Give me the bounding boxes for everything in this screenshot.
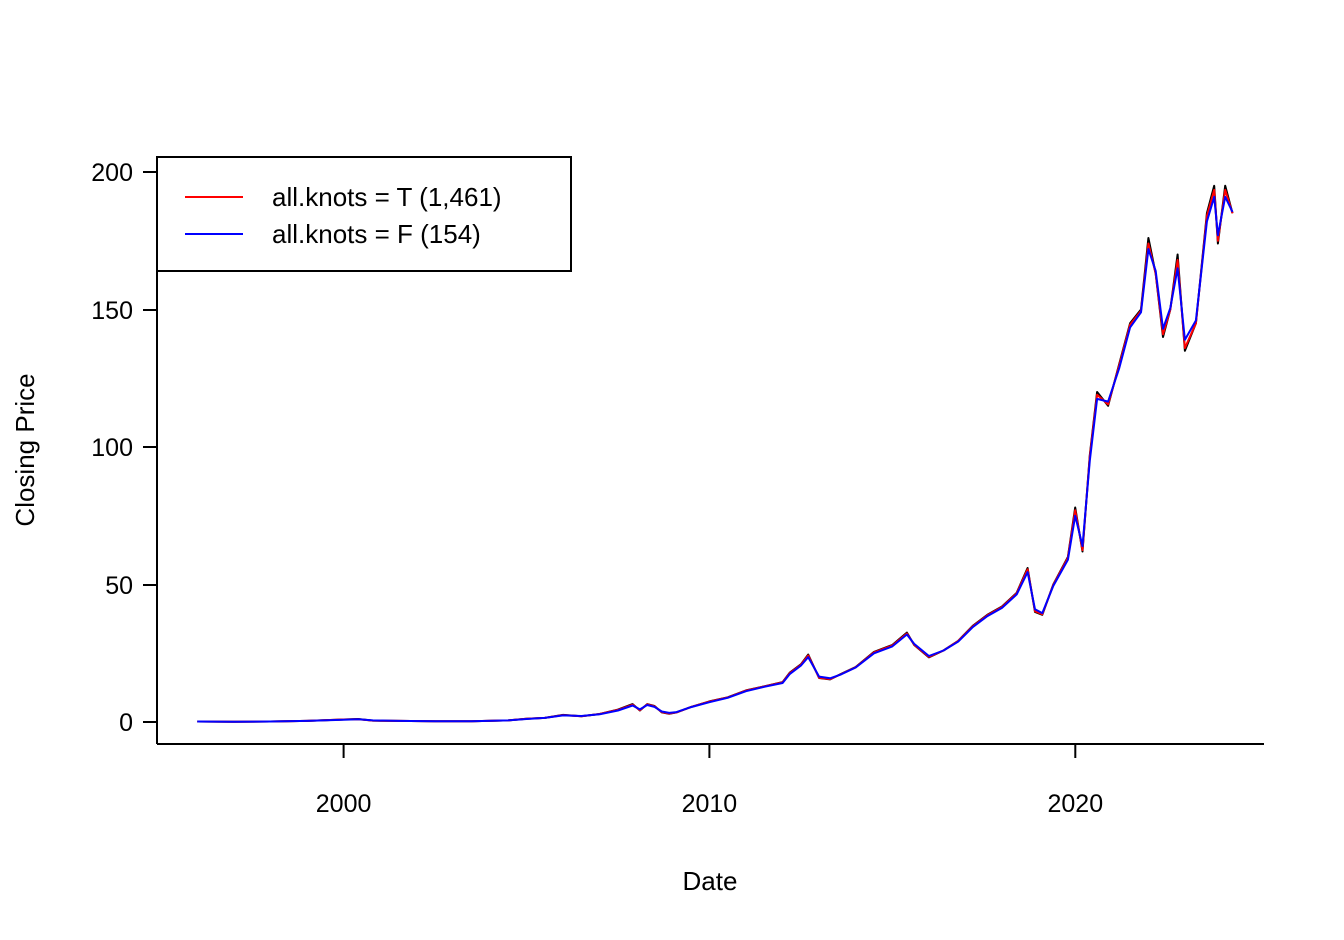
series-all-knots-f (197, 195, 1234, 723)
y-tick-label: 150 (91, 297, 133, 325)
legend-box (156, 156, 572, 272)
x-axis-title: Date (683, 866, 738, 896)
y-tick-label: 100 (91, 434, 133, 462)
x-tick-label: 2000 (316, 790, 372, 818)
y-axis-title: Closing Price (10, 373, 40, 526)
x-tick-label: 2010 (682, 790, 738, 818)
legend: all.knots = T (1,461) all.knots = F (154… (156, 156, 572, 272)
x-axis-ticks: 2000 2010 2020 (316, 744, 1103, 818)
y-tick-label: 200 (91, 159, 133, 187)
legend-label: all.knots = F (154) (272, 219, 481, 249)
y-tick-label: 0 (119, 709, 133, 737)
y-axis-ticks: 0 50 100 150 200 (91, 159, 157, 737)
series-layer (197, 184, 1234, 723)
legend-label: all.knots = T (1,461) (272, 182, 502, 212)
x-tick-label: 2020 (1047, 790, 1103, 818)
y-tick-label: 50 (105, 572, 133, 600)
